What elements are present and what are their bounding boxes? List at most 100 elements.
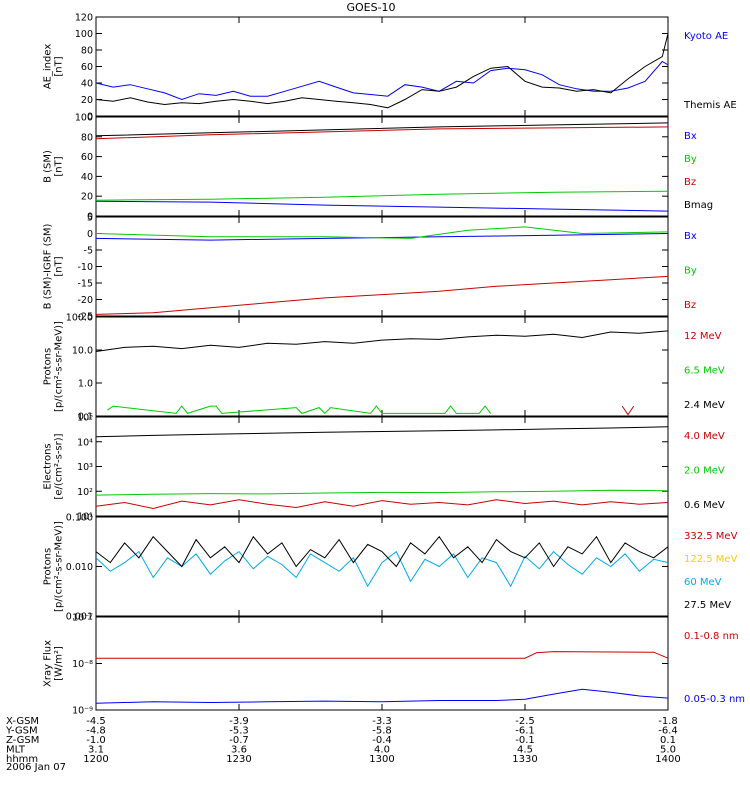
y-tick-label: 10¹ xyxy=(77,512,93,523)
y-tick-label: 10.0 xyxy=(72,346,93,357)
series-line-4-0-mev xyxy=(95,499,669,510)
y-tick-label: 80 xyxy=(81,46,93,57)
y-tick-label: -20 xyxy=(77,295,93,306)
orbit-row-label: Z-GSM xyxy=(6,735,39,746)
orbit-value: 5.0 xyxy=(660,745,676,756)
series-line-2-0-mev xyxy=(95,489,669,496)
panels: 0 20 40 60 80 100 120 AE_index[nT] Kyoto AE Themi… xyxy=(43,13,746,717)
orbit-value: -6.4 xyxy=(658,726,678,737)
series-line-60-mev xyxy=(95,550,669,588)
y-tick-label: 5 xyxy=(87,213,93,224)
series-line-0-1-0-8-nm xyxy=(96,651,669,659)
y-tick-label: 120 xyxy=(75,13,93,24)
series-line-by xyxy=(95,226,669,239)
panel-frame xyxy=(95,316,669,417)
y-tick-label: -15 xyxy=(77,279,93,290)
orbit-value: -4.8 xyxy=(86,726,106,737)
legend-label: 6.5 MeV xyxy=(684,366,725,377)
panel-1: 0 20 40 60 80 100 120 AE_index[nT] Kyoto AE Themi… xyxy=(43,13,737,123)
y-tick-label: 10⁻⁹ xyxy=(72,706,93,717)
y-tick-label: 100 xyxy=(75,113,93,124)
orbit-value: -5.8 xyxy=(372,726,392,737)
date-label: 2006 Jan 07 xyxy=(6,762,66,773)
orbit-value: 1200 xyxy=(83,754,108,765)
y-tick-label: 80 xyxy=(81,132,93,143)
legend-label: 2.0 MeV xyxy=(684,466,725,477)
y-tick-label: 0 xyxy=(87,112,93,123)
y-tick-label: 10⁻⁸ xyxy=(72,659,93,670)
legend-label: 332.5 MeV xyxy=(684,531,738,542)
y-axis-label: B (SM)-IGRF (SM)[nT] xyxy=(43,224,65,310)
legend-label: Bmag xyxy=(684,200,713,211)
y-tick-label: 10³ xyxy=(77,462,93,473)
y-axis-label: Electrons[e/(cm²-s-sr)] xyxy=(43,433,65,499)
y-tick-label: 0.100 xyxy=(66,513,93,524)
orbit-value: 4.5 xyxy=(517,745,533,756)
y-tick-label: -10 xyxy=(77,262,93,273)
y-tick-label: 10² xyxy=(77,487,93,498)
orbit-value: 3.6 xyxy=(231,745,247,756)
y-tick-label: 0.001 xyxy=(66,612,93,623)
legend-label: 2.4 MeV xyxy=(684,400,725,411)
panel-frame xyxy=(95,116,669,217)
panel-6: 0.001 0.010 0.100Protons[p/(cm²-s-sr-MeV)]… xyxy=(43,513,738,623)
orbit-value: -0.7 xyxy=(229,735,249,746)
orbit-value: 1330 xyxy=(512,754,537,765)
legend-label: Bx xyxy=(684,131,697,142)
y-axis-label: Xray Flux[W/m²] xyxy=(43,640,65,687)
orbit-value: -1.0 xyxy=(86,735,106,746)
series-line-themis-ae xyxy=(95,33,669,109)
y-tick-label: 0 xyxy=(87,229,93,240)
orbit-value: -5.3 xyxy=(229,726,249,737)
series-line-bz xyxy=(95,275,669,315)
orbit-value: 1300 xyxy=(369,754,394,765)
orbit-value: -6.1 xyxy=(515,726,535,737)
orbit-value: -3.3 xyxy=(372,716,392,727)
orbit-value: -3.9 xyxy=(229,716,249,727)
series-line-kyoto-ae xyxy=(95,60,669,101)
series-line-2-4-mev xyxy=(95,330,669,352)
orbit-value: -2.5 xyxy=(515,716,535,727)
series-line-0-6-mev xyxy=(95,426,669,438)
y-tick-label: 0.010 xyxy=(66,562,93,573)
y-tick-label: 100.0 xyxy=(66,313,93,324)
orbit-value: -1.8 xyxy=(658,716,678,727)
y-tick-label: 100 xyxy=(75,29,93,40)
y-tick-label: 10⁻⁷ xyxy=(72,613,93,624)
y-axis-label: B (SM)[nT] xyxy=(43,150,65,183)
series-line-0-05-0-3-nm xyxy=(95,688,669,704)
y-tick-label: 20 xyxy=(81,95,93,106)
series-line-bmag xyxy=(95,122,669,137)
panel-frame xyxy=(95,216,669,317)
legend-label: Bx xyxy=(684,231,697,242)
legend-label: 0.6 MeV xyxy=(684,500,725,511)
series-line-bz xyxy=(95,126,669,140)
legend-label: 0.05-0.3 nm xyxy=(684,694,745,705)
series-line-27-5-mev xyxy=(95,535,669,568)
y-tick-label: 0.1 xyxy=(78,412,93,423)
y-axis-label: Protons[p/(cm²-s-sr-MeV)] xyxy=(43,321,65,412)
y-tick-label: 20 xyxy=(81,192,93,203)
plot-title: GOES-10 xyxy=(346,1,395,14)
series-line-bx xyxy=(95,200,669,212)
legend-label: 60 MeV xyxy=(684,577,722,588)
legend-label: 27.5 MeV xyxy=(684,600,731,611)
y-tick-label: -5 xyxy=(84,246,93,257)
orbit-value: -4.5 xyxy=(86,716,106,727)
panel-5: 10¹ 10² 10³ 10⁴ 10⁵ Electrons[e/(cm²-s-sr)] 4.… xyxy=(43,413,725,523)
y-tick-label: 1.0 xyxy=(78,379,93,390)
y-tick-label: 40 xyxy=(81,172,93,183)
y-tick-label: 60 xyxy=(81,62,93,73)
legend-label: 4.0 MeV xyxy=(684,431,725,442)
orbit-value: 3.1 xyxy=(88,745,104,756)
legend-label: By xyxy=(684,154,697,165)
orbit-row-label: Y-GSM xyxy=(5,726,38,737)
series-line-by xyxy=(95,190,669,201)
series-line-12-mev xyxy=(621,405,635,416)
orbit-value: 1400 xyxy=(655,754,680,765)
legend-label: Kyoto AE xyxy=(684,31,728,42)
y-tick-label: 10⁵ xyxy=(77,413,93,424)
orbit-value: 0.1 xyxy=(660,735,676,746)
